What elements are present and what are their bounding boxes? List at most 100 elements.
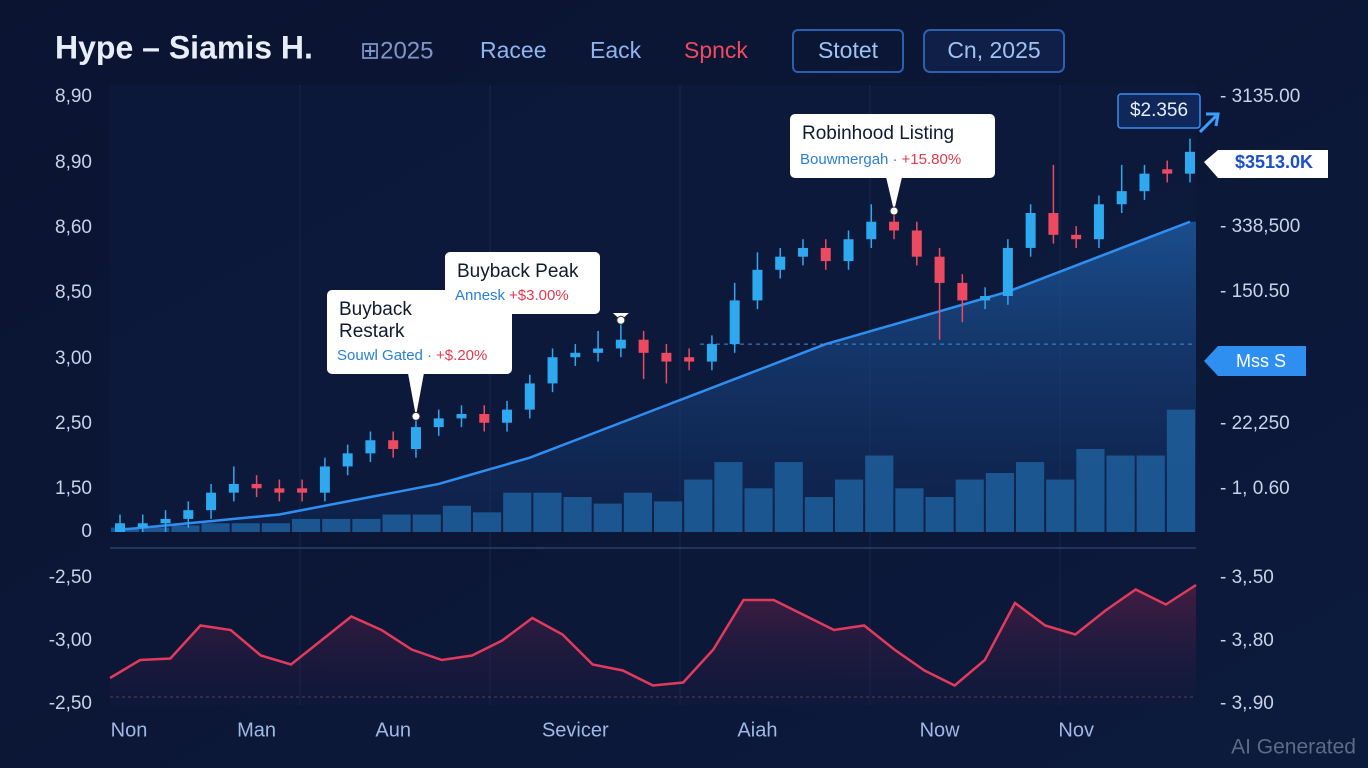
y-tick-label: 3,00 <box>55 348 92 369</box>
volume-bar <box>623 492 652 532</box>
y-tick-label: 0 <box>81 521 92 542</box>
callout-dot <box>889 206 899 216</box>
y-tick-label: 8,50 <box>55 282 92 303</box>
y-tick-label: 2,50 <box>55 413 92 434</box>
price-tag: $2.356 <box>1130 100 1188 121</box>
volume-bar <box>231 523 260 532</box>
osc-tick-label: -2,50 <box>49 567 92 588</box>
candle-body <box>1048 212 1059 235</box>
button[interactable]: Stotet <box>818 37 879 63</box>
price-tag: Mss S <box>1236 351 1286 371</box>
volume-bar <box>865 455 894 532</box>
date-frame[interactable] <box>923 29 1065 73</box>
volume-bar <box>1016 462 1045 532</box>
candle-body <box>183 510 194 519</box>
candle-body <box>661 352 672 362</box>
callout-sub: Bouwmergah · +15.80% <box>800 151 961 168</box>
candle-body <box>365 440 376 454</box>
volume-bar <box>322 518 351 532</box>
candle-body <box>638 339 649 353</box>
candle-body <box>388 440 399 449</box>
nav-item[interactable]: Eack <box>590 37 642 63</box>
volume-bar <box>201 523 230 532</box>
callout-title-line: Buyback <box>339 299 412 320</box>
volume-bar <box>1076 448 1105 532</box>
arrow <box>1198 112 1220 134</box>
volume-bar <box>412 514 441 532</box>
osc-tick-label: -3,00 <box>49 630 92 651</box>
candle-body <box>934 256 945 283</box>
x-tick-label: Sevicer <box>542 719 609 741</box>
candle-body <box>843 239 854 262</box>
candle-body <box>820 247 831 262</box>
callout-sub-text: Annesk <box>455 287 506 304</box>
volume-bar <box>1046 479 1075 532</box>
volume-bar <box>171 525 200 532</box>
callout-sub: Annesk +$3.00% <box>455 287 569 304</box>
osc-y2-tick-label: - 3,.90 <box>1220 693 1274 714</box>
ma-area <box>110 221 1196 533</box>
callout-box <box>445 252 600 314</box>
osc-area <box>110 585 1196 705</box>
callout-delta: +15.80% <box>902 151 962 168</box>
candle-body <box>1162 169 1173 174</box>
candle-body <box>137 523 148 528</box>
candle-body <box>1071 234 1082 240</box>
date[interactable]: Cn, 2025 <box>947 37 1040 63</box>
callout-dot <box>411 411 421 421</box>
candle-body <box>410 427 421 449</box>
y2-tick-label: - 1, 0.60 <box>1220 478 1290 499</box>
callout-pointer <box>407 373 424 417</box>
volume-bar <box>352 518 381 532</box>
nav-item[interactable]: Spnck <box>684 37 748 63</box>
volume-bar <box>1136 455 1165 532</box>
price-tag-box <box>1204 346 1306 376</box>
volume-bar <box>985 473 1014 532</box>
candle-body <box>615 339 626 349</box>
callout-sub-text: Bouwmergah · <box>800 151 898 168</box>
volume-bar <box>473 512 502 532</box>
y-tick-label: 8,60 <box>55 217 92 238</box>
candle-body <box>1116 191 1127 205</box>
volume-bar <box>141 527 170 532</box>
candle-body <box>570 352 581 358</box>
osc-y2-tick-label: - 3,.50 <box>1220 567 1274 588</box>
volume-bar <box>955 479 984 532</box>
volume-bar <box>654 501 683 532</box>
volume-bar <box>292 518 321 532</box>
volume-bar <box>593 503 622 532</box>
candle-body <box>752 269 763 301</box>
callout-title-line: Restark <box>339 321 405 342</box>
osc-tick-label: -2,50 <box>49 693 92 714</box>
callout-pointer <box>886 177 903 211</box>
x-tick-label: Non <box>111 719 148 741</box>
candle-body <box>547 357 558 384</box>
volume-bar <box>382 514 411 532</box>
candle-body <box>706 344 717 362</box>
candle-body <box>160 518 171 524</box>
price-tag-box <box>1204 150 1328 178</box>
callout-dot <box>616 315 626 325</box>
y2-tick-label: - 3135.00 <box>1220 86 1300 107</box>
volume-bar <box>1166 409 1195 532</box>
year: ⊞2025 <box>360 37 434 64</box>
candle-body <box>797 247 808 257</box>
volume-bar <box>533 492 562 532</box>
candle-body <box>502 409 513 423</box>
callout-box <box>790 114 995 178</box>
nav-item[interactable]: Racee <box>480 37 546 63</box>
x-tick-label: Aun <box>375 719 411 741</box>
price-tag-box <box>1117 93 1201 129</box>
candle-body <box>980 296 991 301</box>
x-tick-label: Man <box>237 719 276 741</box>
volume-bar <box>1106 455 1135 532</box>
button-frame[interactable] <box>792 29 904 73</box>
x-tick-label: Nov <box>1058 719 1094 741</box>
y-tick-label: 8,90 <box>55 86 92 107</box>
volume-bar <box>714 462 743 532</box>
osc-y2-tick-label: - 3,.80 <box>1220 630 1274 651</box>
y-tick-label: 1,50 <box>55 478 92 499</box>
callout-title: Buyback Peak <box>457 261 579 282</box>
callout-sub-text: Souwl Gated · <box>337 347 432 364</box>
